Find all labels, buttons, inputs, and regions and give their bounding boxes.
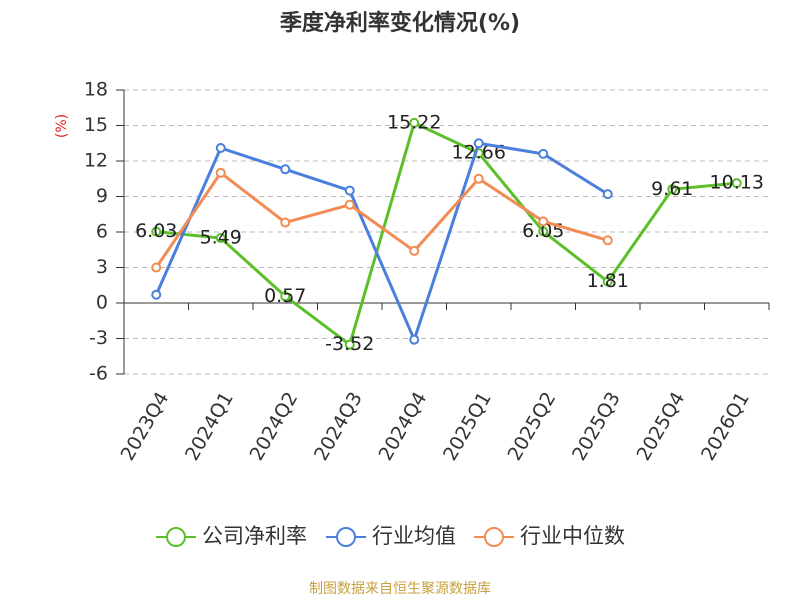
legend-item: 行业中位数 — [474, 524, 625, 548]
y-tick-label: 3 — [96, 256, 108, 278]
y-tick-label: 12 — [84, 150, 108, 172]
y-axis-label: (%) — [54, 114, 70, 138]
source-note: 制图数据来自恒生聚源数据库 — [309, 581, 491, 597]
y-tick-label: 18 — [84, 79, 108, 101]
point — [731, 178, 742, 189]
point — [280, 291, 291, 302]
data-label: 1.81 — [587, 270, 629, 292]
point — [538, 216, 549, 227]
x-tick-label: 2025Q3 — [568, 388, 625, 464]
x-tick-label: 2024Q2 — [246, 388, 303, 464]
y-tick-label: -6 — [89, 363, 108, 385]
x-tick-label: 2025Q1 — [439, 388, 496, 464]
data-label: 9.61 — [651, 178, 693, 200]
x-tick-label: 2024Q1 — [181, 388, 238, 464]
data-label: 10.13 — [710, 172, 764, 194]
data-label: 12.66 — [452, 142, 506, 164]
y-tick-label: 0 — [96, 292, 108, 314]
legend-item: 行业均值 — [326, 524, 456, 548]
x-tick-label: 2025Q2 — [504, 388, 561, 464]
point — [151, 226, 162, 237]
x-tick-label: 2023Q4 — [117, 388, 174, 464]
point — [667, 184, 678, 195]
point — [538, 148, 549, 159]
point — [409, 117, 420, 128]
series-line — [156, 120, 737, 348]
point — [344, 185, 355, 196]
legend-marker — [484, 527, 504, 547]
point — [602, 235, 613, 246]
point — [215, 233, 226, 244]
x-tick-label: 2024Q3 — [310, 388, 367, 464]
data-label: 5.49 — [200, 227, 242, 249]
legend-label: 行业均值 — [372, 524, 456, 548]
x-tick-label: 2025Q4 — [633, 388, 690, 464]
data-label: 0.57 — [264, 285, 306, 307]
legend-label: 公司净利率 — [202, 524, 307, 548]
point — [538, 226, 549, 237]
legend-marker — [166, 527, 186, 547]
point — [409, 245, 420, 256]
legend-label: 行业中位数 — [520, 524, 625, 548]
point — [602, 189, 613, 200]
y-tick-label: -3 — [89, 327, 108, 349]
x-tick-label: 2024Q4 — [375, 388, 432, 464]
point — [344, 199, 355, 210]
point — [473, 173, 484, 184]
legend-marker — [336, 527, 356, 547]
point — [280, 164, 291, 175]
chart-title: 季度净利率变化情况(%) — [280, 10, 520, 36]
point — [473, 138, 484, 149]
series-line — [155, 170, 609, 269]
data-label: -3.52 — [325, 333, 374, 355]
point — [280, 217, 291, 228]
point — [409, 334, 420, 345]
point — [151, 262, 162, 273]
point — [151, 289, 162, 300]
point — [215, 167, 226, 178]
data-label: 15.22 — [387, 111, 441, 133]
data-label: 6.03 — [135, 220, 177, 242]
legend-item: 公司净利率 — [156, 524, 307, 548]
point — [344, 339, 355, 350]
y-tick-label: 6 — [96, 221, 108, 243]
series-line — [154, 141, 609, 344]
point — [215, 142, 226, 153]
point — [602, 276, 613, 287]
y-tick-label: 9 — [96, 185, 108, 207]
x-tick-label: 2026Q1 — [697, 388, 754, 464]
y-tick-label: 15 — [84, 114, 108, 136]
